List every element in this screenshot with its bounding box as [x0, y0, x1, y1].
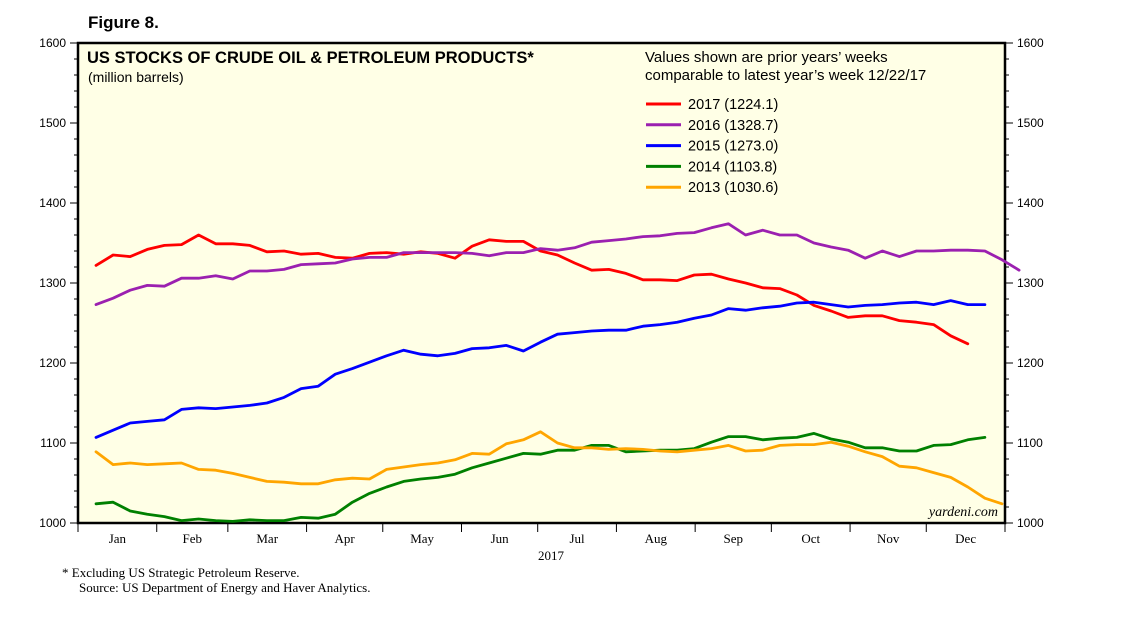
legend-label-2013: 2013 (1030.6) — [688, 180, 778, 196]
figure-label: Figure 8. — [88, 13, 159, 32]
y-tick-label-right: 1400 — [1017, 196, 1044, 210]
y-tick-label-left: 1000 — [39, 516, 66, 530]
watermark: yardeni.com — [927, 505, 998, 520]
y-tick-label-right: 1600 — [1017, 36, 1044, 50]
series-line-2015 — [94, 299, 987, 439]
note-line-1: Values shown are prior years’ weeks — [645, 49, 888, 66]
note-line-2: comparable to latest year’s week 12/22/1… — [645, 67, 926, 84]
x-tick-label: Jul — [569, 531, 585, 546]
x-axis-year-label: 2017 — [538, 548, 565, 563]
y-tick-label-left: 1400 — [39, 196, 66, 210]
y-tick-label-left: 1300 — [39, 276, 66, 290]
series-layer — [94, 222, 1021, 523]
y-tick-label-right: 1000 — [1017, 516, 1044, 530]
x-tick-label: Aug — [645, 531, 668, 546]
series-line-2016 — [94, 222, 1021, 307]
footnote-spr: * Excluding US Strategic Petroleum Reser… — [62, 565, 300, 580]
y-tick-label-right: 1100 — [1017, 436, 1043, 450]
legend-label-2015: 2015 (1273.0) — [688, 139, 778, 155]
y-tick-label-right: 1300 — [1017, 276, 1044, 290]
legend: 2017 (1224.1) 2016 (1328.7) 2015 (1273.0) 2… — [646, 97, 778, 196]
x-tick-label: Apr — [335, 531, 356, 546]
legend-label-2014: 2014 (1103.8) — [688, 159, 777, 175]
x-tick-label: May — [410, 531, 434, 546]
y-axis-left: 1000 1100 1200 1300 1400 1500 1600 — [39, 36, 78, 530]
series-line-2013 — [94, 430, 1004, 506]
x-tick-label: Feb — [183, 531, 203, 546]
x-axis: Jan Feb Mar Apr May Jun Jul Aug Sep Oct Nov Dec — [77, 523, 1006, 546]
chart-subtitle: (million barrels) — [88, 69, 184, 85]
x-tick-label: Mar — [256, 531, 278, 546]
footnote-source: Source: US Department of Energy and Have… — [79, 580, 370, 595]
y-tick-label-left: 1200 — [39, 356, 66, 370]
chart-title: US STOCKS OF CRUDE OIL & PETROLEUM PRODU… — [87, 49, 534, 67]
y-axis-right: 1000 1100 1200 1300 1400 1500 1600 — [1005, 36, 1044, 530]
y-tick-label-left: 1100 — [40, 436, 66, 450]
y-tick-label-left: 1600 — [39, 36, 66, 50]
x-tick-label: Sep — [723, 531, 743, 546]
x-tick-label: Oct — [801, 531, 820, 546]
y-tick-label-right: 1200 — [1017, 356, 1044, 370]
series-line-2017 — [94, 233, 970, 346]
x-tick-label: Nov — [877, 531, 900, 546]
y-tick-label-right: 1500 — [1017, 116, 1044, 130]
series-line-2014 — [94, 431, 987, 523]
x-tick-label: Dec — [955, 531, 976, 546]
legend-label-2017: 2017 (1224.1) — [688, 97, 778, 113]
x-tick-label: Jun — [491, 531, 510, 546]
x-tick-label: Jan — [109, 531, 127, 546]
y-tick-label-left: 1500 — [39, 116, 66, 130]
legend-label-2016: 2016 (1328.7) — [688, 118, 778, 134]
